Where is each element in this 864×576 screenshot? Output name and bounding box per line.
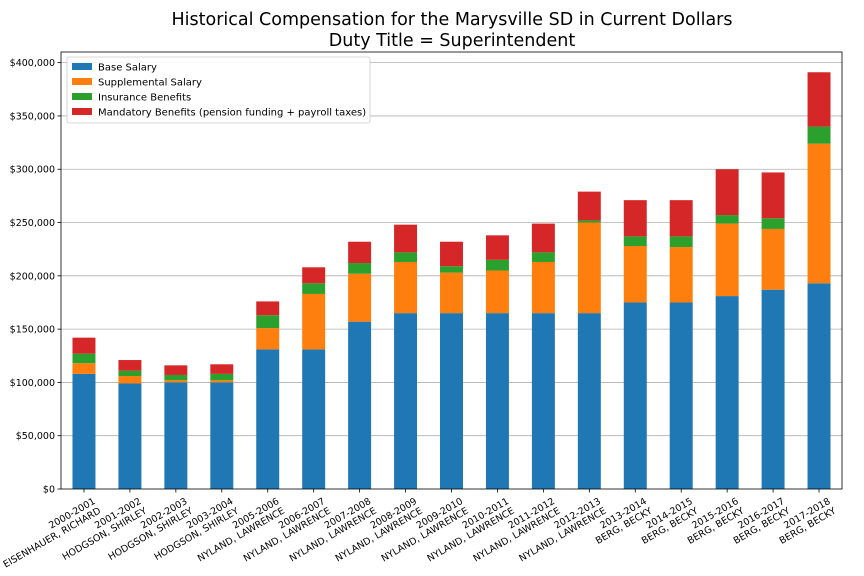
y-tick-label: $300,000 [10,165,55,176]
bar-segment [715,169,739,216]
bar-segment [807,72,831,127]
bar-segment [531,261,555,314]
bar-segment [440,241,463,267]
bar-segment [623,236,647,246]
bar-segment [210,373,234,381]
bar-segment [531,252,555,262]
bar-segment [623,200,647,237]
bar-segment [715,296,739,489]
bar-segment [577,222,601,314]
bar-segment [577,220,601,223]
bar-segment [623,302,647,489]
bar-segment [577,191,601,221]
bar-segment [669,236,693,248]
bar-segment [256,328,280,350]
y-tick-label: $50,000 [16,431,55,442]
bar-segment [394,313,418,489]
bar-segment [302,283,326,294]
plot-frame [60,51,843,490]
bar-segment [394,224,418,253]
legend-swatch [72,78,92,85]
bar-segment [210,364,234,374]
bar-segment [485,259,509,271]
bar-segment [623,245,647,303]
bar-segment [761,218,785,229]
y-tick-label: $150,000 [10,325,55,336]
bar-segment [164,380,188,383]
bar-segment [440,266,463,273]
y-tick-label: $0 [43,485,55,496]
bar-segment [164,382,188,489]
bar-segment [118,383,142,489]
bar-segment [485,235,509,260]
bar-segment [440,313,463,489]
legend-swatch [72,93,92,100]
bar-segment [669,302,693,489]
bar-segment [118,376,142,384]
bar-segment [164,374,188,381]
bar-segment [577,313,601,489]
bar-segment [394,261,418,314]
bar-segment [164,365,188,375]
y-tick-label: $250,000 [10,218,55,229]
bar-segment [669,247,693,303]
bar-segment [440,272,463,314]
legend-label: Base Salary [98,63,157,74]
legend-box [66,56,371,124]
y-tick-label: $400,000 [10,58,55,69]
chart-subtitle: Duty Title = Superintendent [329,31,576,51]
bar-segment [485,270,509,314]
x-axis: 2000-2001EISENHAUER, RICHARD2001-2002HOD… [0,489,838,571]
bar-segment [761,172,785,219]
bar-segment [348,273,372,322]
bar-segment [302,349,326,489]
legend-label: Supplemental Salary [98,78,202,89]
legend: Base Salary Supplemental Salary Insurance … [66,56,371,124]
legend-label: Mandatory Benefits (pension funding + pa… [98,108,366,119]
y-axis: $0 $50,000 $100,000 $150,000 $200,000 $250,00… [10,58,61,496]
x-tick-label: 2000-2001EISENHAUER, RICHARD [0,496,103,570]
legend-label: Insurance Benefits [98,93,191,104]
y-tick-label: $100,000 [10,378,55,389]
bar-segment [210,382,234,489]
chart-title: Historical Compensation for the Marysvil… [172,10,733,30]
bar-segment [348,321,372,489]
bar-segment [210,380,234,383]
bars [72,72,831,489]
bar-segment [72,353,96,364]
bar-segment [118,360,142,371]
bar-segment [348,263,372,274]
bar-segment [715,223,739,297]
bar-segment [394,252,418,262]
legend-swatch [72,63,92,70]
bar-segment [72,363,96,374]
y-tick-label: $350,000 [10,111,55,122]
bar-segment [807,143,831,284]
bar-segment [715,215,739,224]
bar-segment [761,228,785,290]
bar-segment [807,283,831,489]
bar-segment [531,313,555,489]
bar-segment [72,373,96,489]
bar-segment [302,267,326,284]
legend-swatch [72,108,92,115]
bar-segment [531,223,555,253]
bar-segment [256,349,280,489]
bar-segment [302,293,326,350]
bar-segment [256,301,280,316]
bar-segment [348,241,372,264]
bar-segment [485,313,509,489]
bar-segment [761,289,785,489]
bar-segment [807,126,831,144]
bar-segment [72,337,96,354]
bar-segment [118,370,142,377]
bar-segment [256,315,280,329]
y-tick-label: $200,000 [10,271,55,282]
bar-segment [669,200,693,237]
